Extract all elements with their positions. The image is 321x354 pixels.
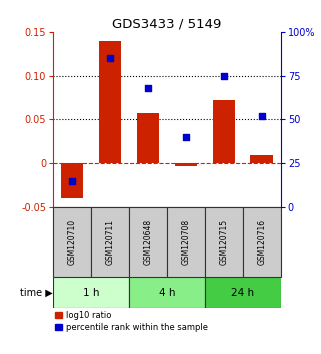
Bar	[91, 207, 129, 277]
Bar	[167, 207, 205, 277]
Text: GSM120716: GSM120716	[257, 219, 266, 265]
Bar	[243, 207, 281, 277]
Text: GSM120710: GSM120710	[67, 219, 76, 265]
Point	[221, 73, 227, 79]
Point	[69, 178, 74, 184]
Bar	[175, 163, 197, 166]
Text: time ▶: time ▶	[20, 288, 53, 298]
Legend: log10 ratio, percentile rank within the sample: log10 ratio, percentile rank within the …	[55, 311, 208, 332]
Text: GSM120648: GSM120648	[143, 219, 152, 265]
Bar	[129, 207, 167, 277]
Bar	[53, 207, 91, 277]
Text: GSM120708: GSM120708	[181, 219, 190, 265]
Bar	[53, 277, 129, 308]
Point	[107, 55, 113, 61]
Title: GDS3433 / 5149: GDS3433 / 5149	[112, 18, 221, 31]
Bar	[250, 154, 273, 163]
Text: 1 h: 1 h	[83, 288, 99, 298]
Point	[259, 113, 265, 119]
Bar	[213, 100, 235, 163]
Text: 4 h: 4 h	[159, 288, 175, 298]
Text: GSM120715: GSM120715	[219, 219, 229, 265]
Point	[145, 85, 151, 91]
Text: GSM120711: GSM120711	[105, 219, 115, 265]
Bar	[136, 113, 159, 163]
Text: 24 h: 24 h	[231, 288, 255, 298]
Bar	[129, 277, 205, 308]
Bar	[99, 41, 121, 163]
Bar	[205, 207, 243, 277]
Bar	[205, 277, 281, 308]
Bar	[61, 163, 83, 198]
Point	[183, 134, 188, 140]
